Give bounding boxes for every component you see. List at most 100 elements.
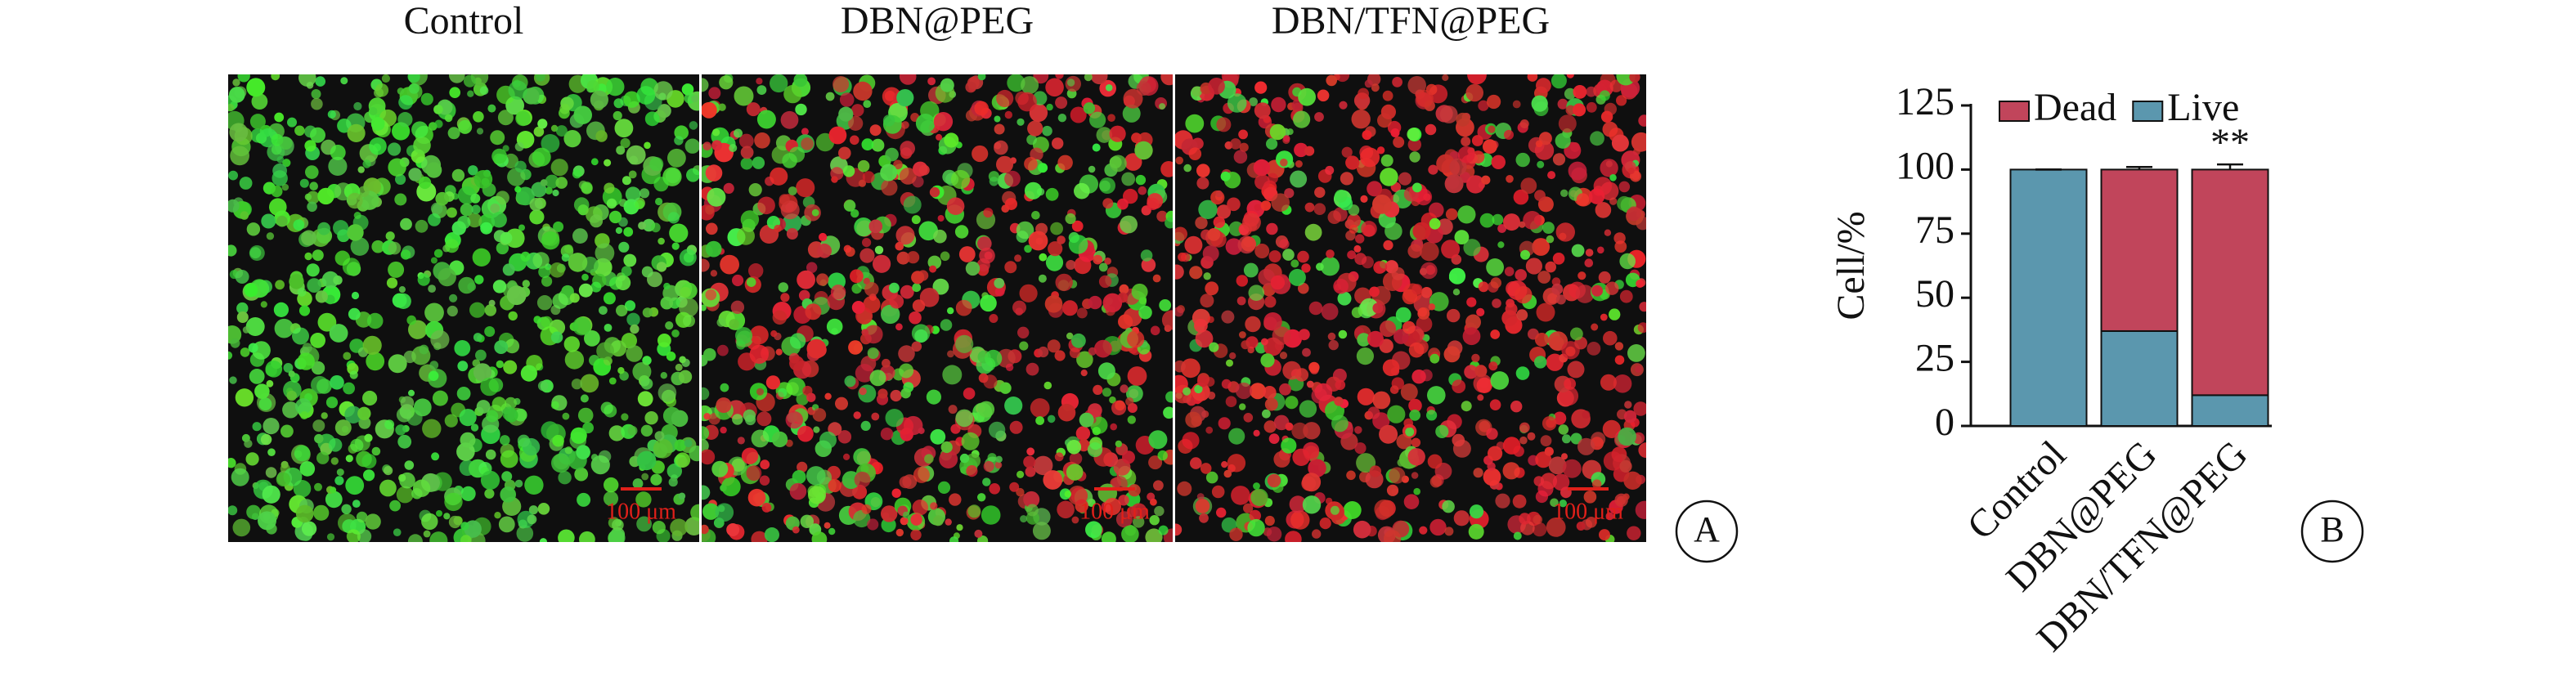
cell-dot (838, 106, 854, 122)
cell-dot (400, 396, 415, 410)
cell-dot (1241, 236, 1257, 252)
cell-dot (297, 352, 315, 370)
cell-dot (1184, 235, 1203, 254)
cell-dot (397, 434, 412, 449)
cell-dot (1298, 329, 1310, 341)
cell-dot (1107, 114, 1115, 122)
cell-dot (608, 377, 617, 385)
cell-dot (1340, 172, 1353, 186)
cell-dot (624, 300, 636, 311)
cell-dot (397, 112, 413, 128)
cell-dot (1261, 338, 1268, 346)
cell-dot (1525, 258, 1542, 275)
cell-dot (1070, 106, 1087, 123)
cell-dot (738, 352, 756, 371)
cell-dot (1047, 414, 1056, 423)
cell-dot (853, 81, 873, 101)
cell-dot (1582, 410, 1591, 419)
cell-dot (638, 222, 646, 230)
cell-dot (797, 461, 808, 473)
cell-dot (476, 128, 484, 135)
cell-dot (1354, 253, 1367, 266)
cell-dot (1189, 266, 1203, 280)
cell-dot (1241, 340, 1250, 350)
cell-dot (1109, 396, 1116, 404)
cell-dot (295, 504, 314, 523)
cell-dot (982, 477, 991, 486)
cell-dot (1115, 440, 1123, 448)
cell-dot (835, 397, 848, 410)
cell-dot (550, 331, 563, 343)
cell-dot (473, 170, 493, 189)
cell-dot (1225, 396, 1237, 408)
cell-dot (666, 352, 676, 361)
cell-dot (615, 226, 623, 235)
cell-dot (702, 141, 711, 150)
cell-dot (1448, 267, 1466, 285)
cell-dot (562, 412, 570, 420)
cell-dot (515, 110, 531, 127)
y-tick-label: 0 (1935, 401, 1954, 444)
cell-dot (407, 534, 423, 542)
cell-dot (1536, 302, 1555, 322)
cell-dot (1312, 529, 1322, 539)
cell-dot (844, 375, 856, 388)
cell-dot (817, 243, 832, 258)
cell-dot (272, 170, 288, 186)
cell-dot (1293, 110, 1311, 128)
cell-dot (1548, 456, 1567, 475)
cell-dot (528, 505, 539, 515)
cell-dot (679, 356, 686, 364)
cell-dot (472, 248, 491, 267)
cell-dot (780, 110, 799, 129)
cell-dot (994, 140, 1008, 155)
cell-dot (490, 130, 505, 146)
cell-dot (1004, 261, 1017, 274)
cell-dot (1603, 330, 1618, 346)
cell-dot (1637, 322, 1646, 334)
cell-dot (1211, 485, 1225, 499)
legend-swatch (1999, 101, 2030, 122)
cell-dot (529, 198, 543, 212)
bar-segment (2009, 168, 2088, 427)
cell-dot (1055, 273, 1073, 292)
cell-dot (1205, 471, 1218, 484)
cell-dot (667, 148, 686, 168)
cell-dot (1564, 87, 1576, 100)
cell-dot (1330, 505, 1340, 515)
cell-dot (265, 361, 283, 378)
cell-dot (843, 453, 850, 461)
cell-dot (1473, 374, 1492, 393)
cell-dot (302, 343, 312, 353)
cell-dot (1495, 493, 1510, 509)
cell-dot (980, 294, 997, 312)
cell-dot (740, 157, 753, 170)
cell-dot (735, 327, 752, 344)
cell-dot (326, 533, 335, 541)
cell-dot (813, 426, 820, 433)
cell-dot (1360, 195, 1368, 203)
cell-dot (1140, 249, 1153, 262)
cell-dot (828, 126, 847, 145)
panel-label-circle (1675, 500, 1739, 563)
cell-dot (600, 401, 613, 414)
cell-dot (996, 348, 1016, 368)
cell-dot (720, 484, 727, 492)
cell-dot (396, 486, 414, 504)
cell-dot (1266, 222, 1278, 235)
cell-dot (756, 78, 763, 85)
cell-dot (1110, 423, 1117, 431)
cell-dot (522, 280, 530, 288)
cell-dot (671, 242, 680, 250)
cell-dot (731, 458, 745, 473)
cell-dot (438, 267, 456, 287)
cell-dot (424, 302, 444, 323)
cell-dot (364, 433, 373, 442)
cell-dot (433, 249, 443, 258)
cell-dot (797, 270, 815, 289)
cell-dot (1025, 362, 1039, 376)
cell-dot (1497, 224, 1506, 233)
cell-dot (718, 103, 726, 111)
cell-dot (1194, 319, 1208, 333)
cell-dot (456, 387, 471, 401)
